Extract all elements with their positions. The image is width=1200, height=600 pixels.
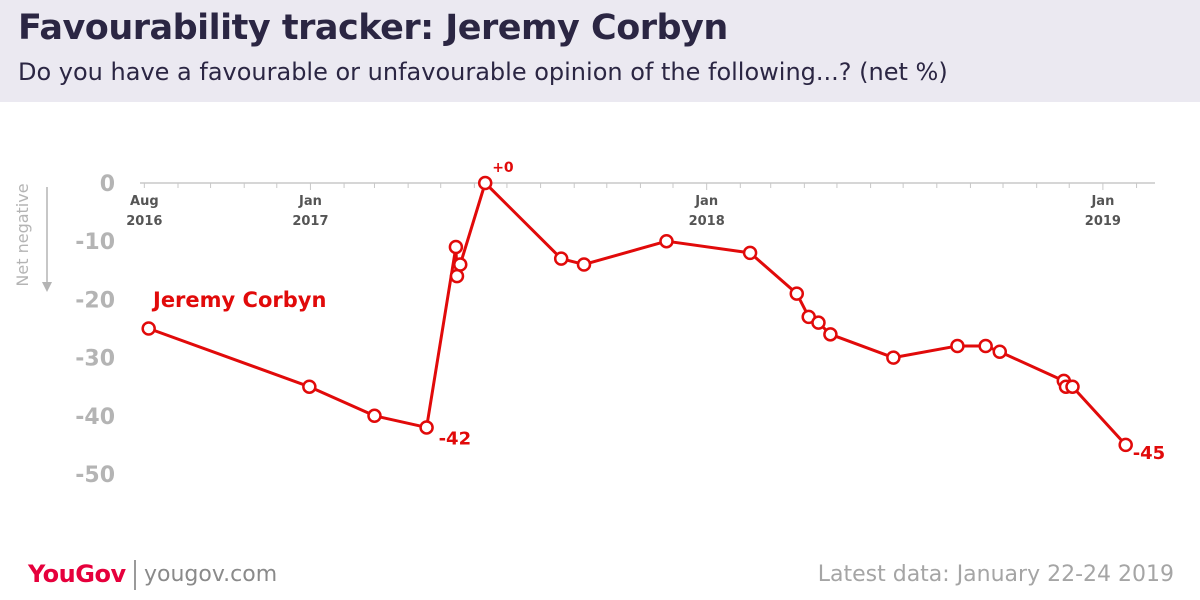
latest-data-note: Latest data: January 22-24 2019 <box>817 562 1174 587</box>
y-tick-label: -50 <box>75 463 115 488</box>
data-point <box>448 239 464 255</box>
data-point <box>886 350 901 365</box>
chart-title: Favourability tracker: Jeremy Corbyn <box>18 8 728 48</box>
data-point <box>950 338 965 354</box>
series-label: Jeremy Corbyn <box>151 288 326 312</box>
data-point <box>659 233 674 249</box>
data-point <box>477 175 493 191</box>
x-tick-label: Jan <box>298 194 322 209</box>
data-label: +0 <box>492 160 514 176</box>
data-point <box>419 420 434 435</box>
y-tick-label: -30 <box>75 347 115 372</box>
data-point <box>742 245 758 261</box>
data-label: -45 <box>1133 443 1166 464</box>
data-point <box>811 315 826 330</box>
data-point <box>576 257 592 272</box>
data-point <box>302 379 317 394</box>
y-axis-arrow-head <box>42 282 52 292</box>
data-point <box>789 286 805 301</box>
y-axis-label: Net negative <box>13 183 32 286</box>
data-point <box>992 344 1008 360</box>
footer-site-link[interactable]: yougov.com <box>144 562 278 587</box>
x-tick-label: 2016 <box>126 214 162 229</box>
y-tick-label: -10 <box>75 230 115 255</box>
data-point <box>1065 379 1080 394</box>
x-tick-label: Jan <box>1090 194 1114 209</box>
data-point <box>449 268 465 284</box>
line-chart: Aug 2016 Jan 2017 Jan 2018 Jan 2019 0 -10 -20 -30 -4… <box>13 160 1166 488</box>
x-tick-label: 2018 <box>689 214 725 229</box>
data-point <box>1118 437 1133 453</box>
chart-subtitle: Do you have a favourable or unfavourable… <box>18 58 948 86</box>
header-banner: Favourability tracker: Jeremy Corbyn Do … <box>0 0 1200 102</box>
x-tick-label: Jan <box>694 194 718 209</box>
x-tick-label: Aug <box>130 194 159 209</box>
footer-divider <box>134 560 136 590</box>
data-point <box>367 408 382 424</box>
x-tick-label: 2019 <box>1085 214 1121 229</box>
yougov-logo: YouGov <box>28 560 126 588</box>
data-point <box>823 327 838 342</box>
data-point <box>978 338 993 354</box>
data-label: -42 <box>439 428 472 449</box>
data-point <box>141 321 156 336</box>
data-point <box>452 257 468 272</box>
y-tick-label: -20 <box>75 288 115 313</box>
y-tick-label: 0 <box>100 172 115 197</box>
data-point <box>553 251 569 266</box>
x-tick-label: 2017 <box>292 214 328 229</box>
y-tick-label: -40 <box>75 405 115 430</box>
